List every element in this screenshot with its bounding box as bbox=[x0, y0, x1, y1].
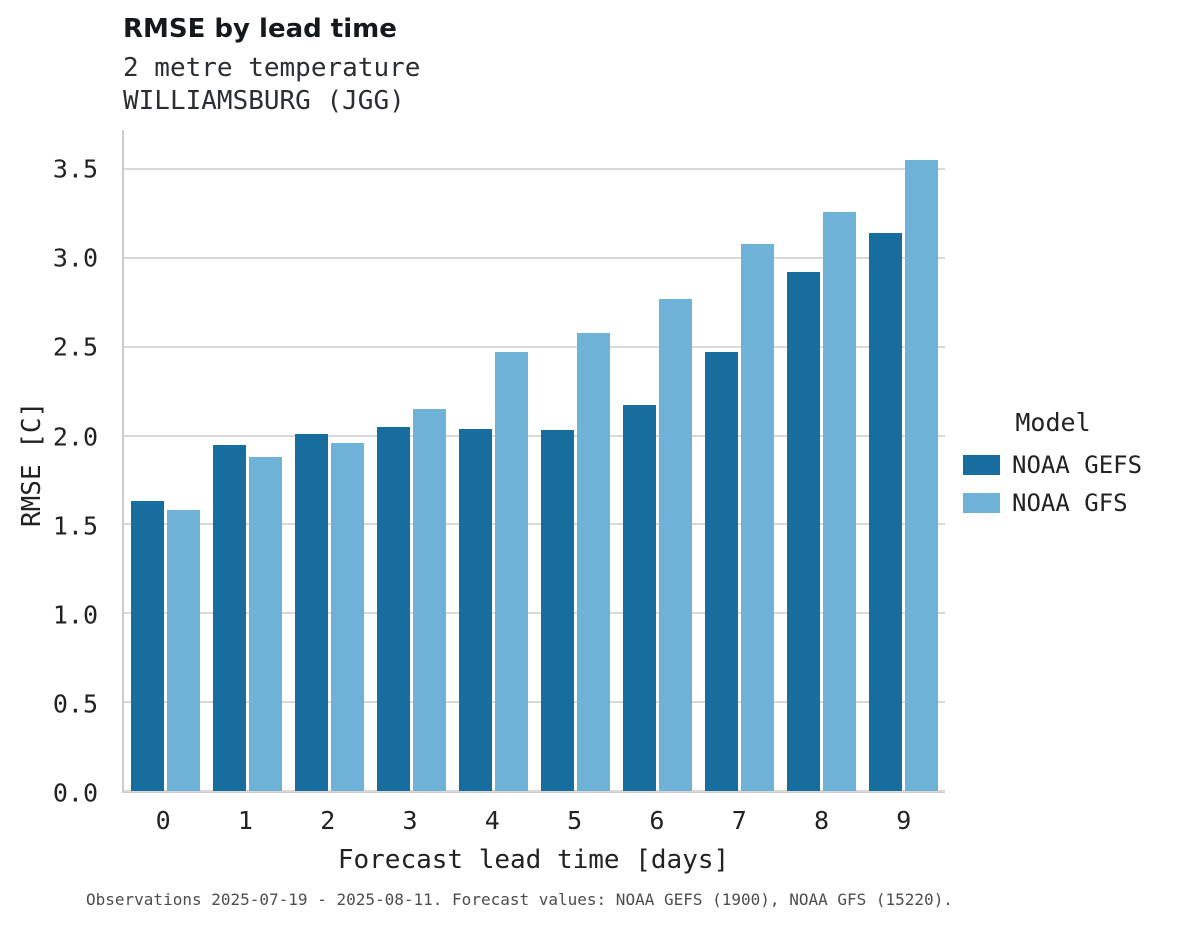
chart-subtitle-variable: 2 metre temperature bbox=[123, 53, 421, 83]
x-tick-label-5: 5 bbox=[567, 806, 583, 835]
y-tick-label-1.0: 1.0 bbox=[52, 600, 98, 630]
legend-title: Model bbox=[1015, 408, 1091, 437]
bar-noaa-gfs-day-2 bbox=[330, 442, 364, 791]
y-tick-labels: 0.0 0.5 1.0 1.5 2.0 2.5 3.0 3.5 bbox=[0, 130, 108, 808]
y-tick-label-0.5: 0.5 bbox=[52, 689, 98, 719]
x-tick-label-2: 2 bbox=[320, 806, 336, 835]
x-tick-label-4: 4 bbox=[484, 806, 500, 835]
gridlines bbox=[124, 130, 945, 792]
bar-noaa-gefs-day-2 bbox=[294, 433, 328, 791]
y-tick-label-3.0: 3.0 bbox=[52, 243, 98, 273]
legend-swatch-icon bbox=[963, 455, 1000, 475]
bar-noaa-gfs-day-5 bbox=[577, 332, 611, 791]
gridline-2.5 bbox=[124, 345, 945, 348]
bar-group-day-3 bbox=[370, 130, 452, 791]
x-tick-label-1: 1 bbox=[237, 806, 253, 835]
bar-noaa-gefs-day-4 bbox=[458, 428, 492, 791]
gridline-0.0 bbox=[124, 790, 945, 792]
bar-groups bbox=[124, 130, 945, 791]
bar-group-day-2 bbox=[288, 130, 370, 791]
plot-area bbox=[122, 130, 945, 793]
bar-group-day-6 bbox=[617, 130, 699, 791]
chart-subtitle-station: WILLIAMSBURG (JGG) bbox=[123, 85, 405, 116]
bar-noaa-gefs-day-5 bbox=[541, 430, 575, 791]
y-tick-label-3.5: 3.5 bbox=[52, 154, 98, 184]
bar-group-day-4 bbox=[452, 130, 534, 791]
x-axis-label: Forecast lead time [days] bbox=[337, 845, 730, 875]
x-tick-labels: 0 1 2 3 4 5 6 7 8 9 bbox=[122, 806, 945, 835]
bar-noaa-gfs-day-1 bbox=[248, 456, 282, 791]
legend-entry-noaa-gfs: NOAA GFS bbox=[963, 489, 1183, 517]
bar-group-day-8 bbox=[781, 130, 863, 791]
chart-header: RMSE by lead time 2 metre temperature WI… bbox=[123, 14, 420, 117]
bar-noaa-gfs-day-3 bbox=[412, 408, 446, 791]
x-tick-label-8: 8 bbox=[813, 806, 830, 835]
bar-noaa-gfs-day-0 bbox=[166, 510, 200, 791]
legend-entry-label: NOAA GFS bbox=[1012, 489, 1128, 517]
legend-entries: NOAA GEFS NOAA GFS bbox=[963, 451, 1183, 517]
bar-noaa-gefs-day-9 bbox=[869, 233, 903, 791]
x-tick-label-0: 0 bbox=[155, 806, 171, 835]
x-tick-label-9: 9 bbox=[896, 806, 912, 835]
y-tick-label-2.0: 2.0 bbox=[52, 422, 98, 452]
x-tick-label-3: 3 bbox=[402, 806, 418, 835]
gridline-1.0 bbox=[124, 612, 945, 615]
bar-noaa-gefs-day-8 bbox=[787, 272, 821, 791]
gridline-3.0 bbox=[124, 256, 945, 259]
bar-group-day-7 bbox=[699, 130, 781, 791]
x-tick-label-6: 6 bbox=[649, 806, 665, 835]
bar-group-day-0 bbox=[124, 130, 206, 791]
bar-noaa-gfs-day-4 bbox=[494, 352, 528, 791]
gridline-3.5 bbox=[124, 168, 945, 171]
bar-noaa-gefs-day-7 bbox=[705, 352, 739, 791]
bar-noaa-gefs-day-3 bbox=[376, 426, 410, 791]
bar-group-day-5 bbox=[534, 130, 616, 791]
x-tick-label-7: 7 bbox=[731, 806, 747, 835]
bar-noaa-gfs-day-7 bbox=[741, 243, 775, 791]
gridline-2.0 bbox=[124, 434, 945, 437]
bar-group-day-9 bbox=[863, 130, 945, 791]
bar-noaa-gefs-day-6 bbox=[623, 405, 657, 791]
gridline-1.5 bbox=[124, 523, 945, 526]
bar-noaa-gfs-day-8 bbox=[823, 211, 857, 791]
chart-title: RMSE by lead time bbox=[123, 14, 397, 44]
bar-group-day-1 bbox=[206, 130, 288, 791]
legend-swatch-icon bbox=[963, 493, 1000, 513]
y-tick-label-2.5: 2.5 bbox=[52, 332, 98, 362]
caption: Observations 2025-07-19 - 2025-08-11. Fo… bbox=[86, 890, 953, 909]
bar-noaa-gfs-day-9 bbox=[905, 160, 939, 791]
bar-noaa-gefs-day-0 bbox=[130, 501, 164, 791]
y-tick-label-1.5: 1.5 bbox=[52, 511, 98, 541]
legend-entry-noaa-gefs: NOAA GEFS bbox=[963, 451, 1183, 479]
y-tick-label-0.0: 0.0 bbox=[52, 778, 98, 808]
bar-noaa-gefs-day-1 bbox=[212, 444, 246, 791]
legend-entry-label: NOAA GEFS bbox=[1012, 451, 1143, 479]
bar-noaa-gfs-day-6 bbox=[659, 298, 693, 791]
legend: Model NOAA GEFS NOAA GFS bbox=[963, 408, 1183, 527]
gridline-0.5 bbox=[124, 701, 945, 704]
